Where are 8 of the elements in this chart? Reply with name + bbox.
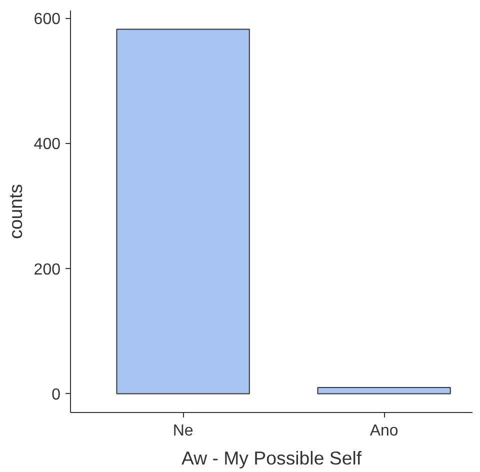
y-tick-label: 400 xyxy=(34,136,61,154)
y-tick-label: 0 xyxy=(52,386,61,404)
y-axis-title: counts xyxy=(4,184,26,239)
x-tick-label: Ne xyxy=(172,422,194,440)
x-axis-title: Aw - My Possible Self xyxy=(181,448,362,468)
y-tick-label: 600 xyxy=(34,11,61,28)
y-tick-label: 200 xyxy=(34,261,61,278)
x-tick-label: Ano xyxy=(370,422,398,440)
